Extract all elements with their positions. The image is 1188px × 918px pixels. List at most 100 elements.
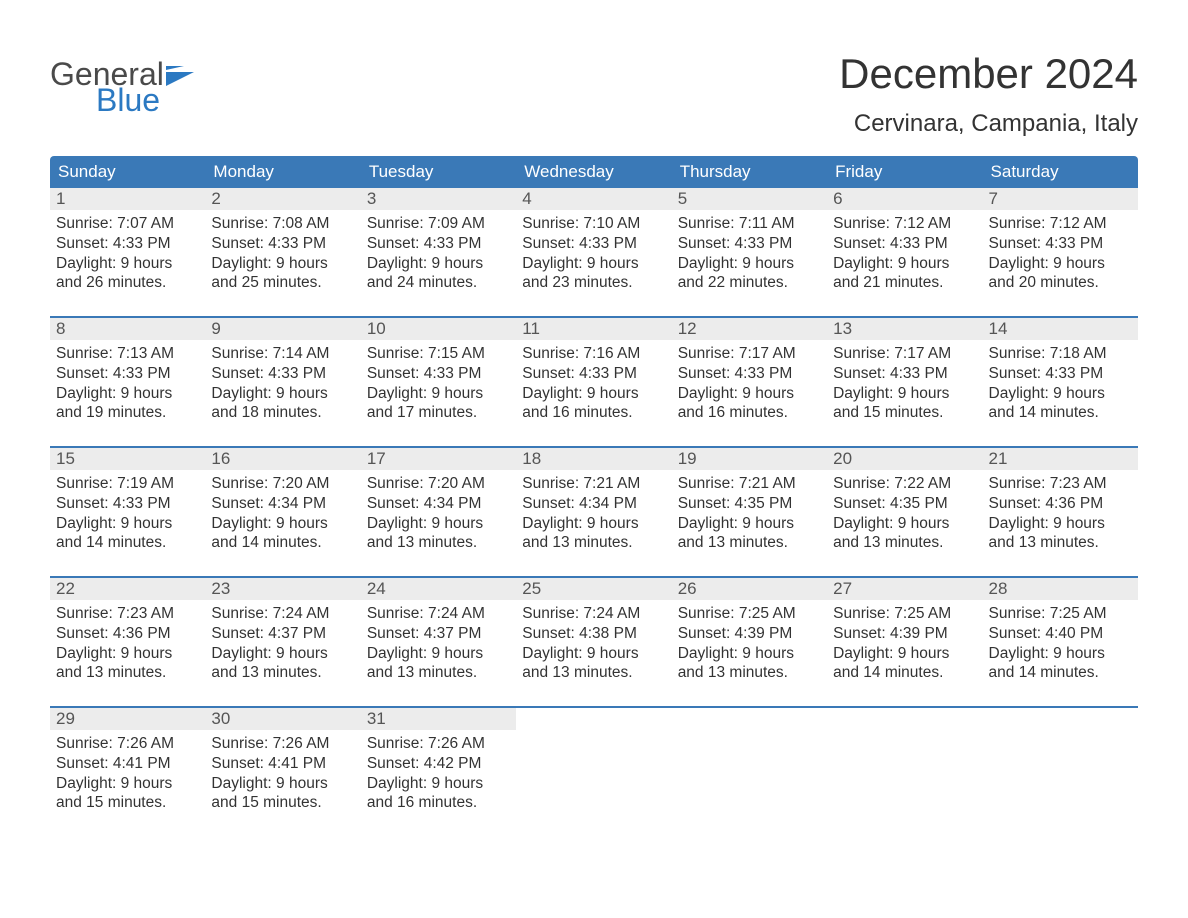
- weekday-header: Sunday: [50, 156, 205, 188]
- weekday-header: Thursday: [672, 156, 827, 188]
- weekday-header: Monday: [205, 156, 360, 188]
- sunrise-line: Sunrise: 7:12 AM: [989, 214, 1132, 234]
- sunset-line: Sunset: 4:33 PM: [367, 364, 510, 384]
- day-details: Sunrise: 7:12 AMSunset: 4:33 PMDaylight:…: [827, 210, 982, 293]
- calendar-day: 10Sunrise: 7:15 AMSunset: 4:33 PMDayligh…: [361, 318, 516, 446]
- sunrise-line: Sunrise: 7:23 AM: [56, 604, 199, 624]
- daylight-line: Daylight: 9 hours and 24 minutes.: [367, 254, 510, 294]
- sunset-line: Sunset: 4:33 PM: [989, 364, 1132, 384]
- calendar-day: 22 Sunrise: 7:23 AMSunset: 4:36 PMDayligh…: [50, 578, 205, 706]
- sunset-line: Sunset: 4:34 PM: [522, 494, 665, 514]
- calendar-day: 25Sunrise: 7:24 AMSunset: 4:38 PMDayligh…: [516, 578, 671, 706]
- calendar-week: 15Sunrise: 7:19 AMSunset: 4:33 PMDayligh…: [50, 446, 1138, 576]
- daylight-line: Daylight: 9 hours and 25 minutes.: [211, 254, 354, 294]
- day-details: Sunrise: 7:25 AMSunset: 4:39 PMDaylight:…: [827, 600, 982, 683]
- sunrise-line: Sunrise: 7:16 AM: [522, 344, 665, 364]
- calendar-day: [516, 708, 671, 836]
- calendar-week: 1Sunrise: 7:07 AMSunset: 4:33 PMDaylight…: [50, 188, 1138, 316]
- calendar-day: 19Sunrise: 7:21 AMSunset: 4:35 PMDayligh…: [672, 448, 827, 576]
- sunrise-line: Sunrise: 7:20 AM: [367, 474, 510, 494]
- daylight-line: Daylight: 9 hours and 14 minutes.: [989, 384, 1132, 424]
- daylight-line: Daylight: 9 hours and 16 minutes.: [367, 774, 510, 814]
- day-details: Sunrise: 7:07 AMSunset: 4:33 PMDaylight:…: [50, 210, 205, 293]
- day-details: Sunrise: 7:21 AMSunset: 4:35 PMDaylight:…: [672, 470, 827, 553]
- sunset-line: Sunset: 4:33 PM: [211, 234, 354, 254]
- daylight-line: Daylight: 9 hours and 13 minutes.: [833, 514, 976, 554]
- calendar-day: 29Sunrise: 7:26 AMSunset: 4:41 PMDayligh…: [50, 708, 205, 836]
- sunset-line: Sunset: 4:33 PM: [989, 234, 1132, 254]
- calendar-day: 31Sunrise: 7:26 AMSunset: 4:42 PMDayligh…: [361, 708, 516, 836]
- calendar-day: 2Sunrise: 7:08 AMSunset: 4:33 PMDaylight…: [205, 188, 360, 316]
- weekday-header: Friday: [827, 156, 982, 188]
- daylight-line: Daylight: 9 hours and 18 minutes.: [211, 384, 354, 424]
- day-details: Sunrise: 7:16 AMSunset: 4:33 PMDaylight:…: [516, 340, 671, 423]
- day-details: Sunrise: 7:17 AMSunset: 4:33 PMDaylight:…: [672, 340, 827, 423]
- daylight-line: Daylight: 9 hours and 17 minutes.: [367, 384, 510, 424]
- calendar-day: 3Sunrise: 7:09 AMSunset: 4:33 PMDaylight…: [361, 188, 516, 316]
- calendar-day: 24Sunrise: 7:24 AMSunset: 4:37 PMDayligh…: [361, 578, 516, 706]
- day-details: Sunrise: 7:20 AMSunset: 4:34 PMDaylight:…: [361, 470, 516, 553]
- sunrise-line: Sunrise: 7:18 AM: [989, 344, 1132, 364]
- daylight-line: Daylight: 9 hours and 13 minutes.: [56, 644, 199, 684]
- sunrise-line: Sunrise: 7:12 AM: [833, 214, 976, 234]
- day-details: Sunrise: 7:15 AMSunset: 4:33 PMDaylight:…: [361, 340, 516, 423]
- weekday-header: Saturday: [983, 156, 1138, 188]
- day-number: 5: [672, 188, 827, 210]
- sunset-line: Sunset: 4:35 PM: [833, 494, 976, 514]
- day-details: Sunrise: 7:25 AMSunset: 4:39 PMDaylight:…: [672, 600, 827, 683]
- sunset-line: Sunset: 4:36 PM: [56, 624, 199, 644]
- calendar-day: [983, 708, 1138, 836]
- sunset-line: Sunset: 4:41 PM: [211, 754, 354, 774]
- day-details: Sunrise: 7:09 AMSunset: 4:33 PMDaylight:…: [361, 210, 516, 293]
- location-subtitle: Cervinara, Campania, Italy: [839, 110, 1138, 138]
- weekday-header: Wednesday: [516, 156, 671, 188]
- sunrise-line: Sunrise: 7:15 AM: [367, 344, 510, 364]
- day-number: 30: [205, 708, 360, 730]
- sunrise-line: Sunrise: 7:25 AM: [989, 604, 1132, 624]
- day-number: 29: [50, 708, 205, 730]
- flag-icon: [166, 66, 194, 86]
- daylight-line: Daylight: 9 hours and 13 minutes.: [522, 644, 665, 684]
- sunrise-line: Sunrise: 7:17 AM: [833, 344, 976, 364]
- day-number: 17: [361, 448, 516, 470]
- day-number: 24: [361, 578, 516, 600]
- daylight-line: Daylight: 9 hours and 13 minutes.: [367, 644, 510, 684]
- day-details: Sunrise: 7:12 AMSunset: 4:33 PMDaylight:…: [983, 210, 1138, 293]
- sunrise-line: Sunrise: 7:07 AM: [56, 214, 199, 234]
- sunset-line: Sunset: 4:37 PM: [211, 624, 354, 644]
- calendar-day: 6Sunrise: 7:12 AMSunset: 4:33 PMDaylight…: [827, 188, 982, 316]
- day-number: 7: [983, 188, 1138, 210]
- sunset-line: Sunset: 4:33 PM: [522, 234, 665, 254]
- day-number: 22: [50, 578, 205, 600]
- day-number: 23: [205, 578, 360, 600]
- day-details: Sunrise: 7:26 AMSunset: 4:41 PMDaylight:…: [50, 730, 205, 813]
- calendar-day: 20Sunrise: 7:22 AMSunset: 4:35 PMDayligh…: [827, 448, 982, 576]
- sunrise-line: Sunrise: 7:21 AM: [522, 474, 665, 494]
- day-number: 14: [983, 318, 1138, 340]
- day-number: 8: [50, 318, 205, 340]
- daylight-line: Daylight: 9 hours and 26 minutes.: [56, 254, 199, 294]
- daylight-line: Daylight: 9 hours and 21 minutes.: [833, 254, 976, 294]
- sunset-line: Sunset: 4:40 PM: [989, 624, 1132, 644]
- sunrise-line: Sunrise: 7:17 AM: [678, 344, 821, 364]
- sunset-line: Sunset: 4:37 PM: [367, 624, 510, 644]
- sunrise-line: Sunrise: 7:21 AM: [678, 474, 821, 494]
- daylight-line: Daylight: 9 hours and 14 minutes.: [833, 644, 976, 684]
- daylight-line: Daylight: 9 hours and 19 minutes.: [56, 384, 199, 424]
- daylight-line: Daylight: 9 hours and 13 minutes.: [367, 514, 510, 554]
- brand-word-2: Blue: [50, 84, 194, 116]
- calendar-day: 13Sunrise: 7:17 AMSunset: 4:33 PMDayligh…: [827, 318, 982, 446]
- day-details: Sunrise: 7:24 AMSunset: 4:37 PMDaylight:…: [205, 600, 360, 683]
- sunset-line: Sunset: 4:38 PM: [522, 624, 665, 644]
- sunset-line: Sunset: 4:39 PM: [833, 624, 976, 644]
- sunrise-line: Sunrise: 7:09 AM: [367, 214, 510, 234]
- sunrise-line: Sunrise: 7:24 AM: [211, 604, 354, 624]
- sunrise-line: Sunrise: 7:14 AM: [211, 344, 354, 364]
- day-details: Sunrise: 7:19 AMSunset: 4:33 PMDaylight:…: [50, 470, 205, 553]
- calendar-day: 17Sunrise: 7:20 AMSunset: 4:34 PMDayligh…: [361, 448, 516, 576]
- calendar-day: 30Sunrise: 7:26 AMSunset: 4:41 PMDayligh…: [205, 708, 360, 836]
- day-details: Sunrise: 7:24 AMSunset: 4:38 PMDaylight:…: [516, 600, 671, 683]
- sunset-line: Sunset: 4:33 PM: [56, 234, 199, 254]
- sunset-line: Sunset: 4:36 PM: [989, 494, 1132, 514]
- day-number: 4: [516, 188, 671, 210]
